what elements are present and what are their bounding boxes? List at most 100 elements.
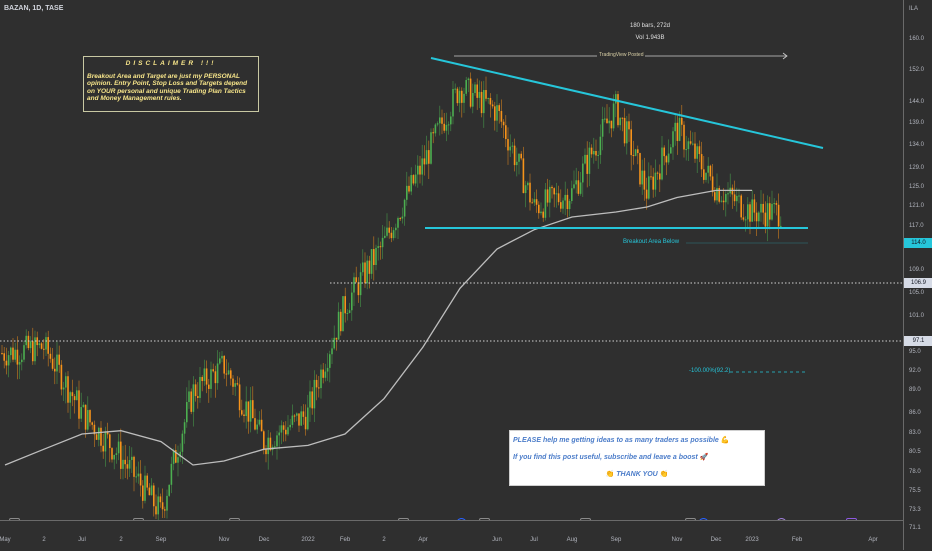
down-candle — [95, 434, 98, 440]
down-candle — [73, 396, 76, 401]
down-candle — [753, 199, 756, 213]
down-candle — [698, 146, 701, 155]
clap-icon: 👏 — [659, 471, 669, 478]
up-candle — [549, 186, 551, 203]
up-candle — [227, 370, 230, 375]
candlestick-chart[interactable] — [0, 0, 903, 520]
disclaimer-box[interactable]: DISCLAIMER !!! Breakout Area and Target … — [83, 56, 259, 112]
up-candle — [25, 335, 27, 346]
down-candle — [566, 194, 569, 210]
down-candle — [133, 456, 135, 477]
down-candle — [689, 141, 692, 144]
price-tick: 109.0 — [909, 267, 925, 273]
up-candle — [707, 165, 709, 173]
up-candle — [401, 216, 404, 219]
down-candle — [764, 212, 767, 227]
up-candle — [221, 355, 223, 359]
up-candle — [571, 188, 573, 202]
up-candle — [157, 496, 159, 515]
level-price-tag: 97.1 — [904, 336, 932, 346]
down-candle — [175, 450, 177, 463]
up-candle — [474, 84, 476, 93]
down-candle — [586, 154, 588, 174]
up-candle — [544, 189, 547, 218]
up-candle — [599, 136, 602, 155]
price-tick: 89.0 — [909, 387, 921, 393]
up-candle — [747, 204, 749, 220]
moving-average-line — [4, 189, 752, 466]
down-candle — [755, 212, 758, 222]
down-candle — [126, 464, 129, 469]
down-candle — [293, 415, 296, 417]
down-candle — [643, 170, 646, 190]
time-tick: Sep — [155, 537, 167, 543]
up-candle — [320, 369, 322, 389]
up-candle — [267, 437, 269, 455]
down-candle — [441, 117, 443, 124]
price-tick: 129.0 — [909, 165, 925, 171]
up-candle — [183, 422, 186, 434]
time-tick: Jun — [492, 537, 502, 543]
up-candle — [65, 376, 67, 388]
up-candle — [329, 354, 331, 368]
down-candle — [146, 475, 148, 488]
down-candle — [60, 364, 63, 390]
price-tick: 78.0 — [909, 469, 921, 475]
measure-tool-info: 180 bars, 272d Vol 1.943B — [560, 20, 740, 44]
promo-box[interactable]: PLEASE help me getting ideas to as many … — [509, 430, 765, 486]
down-candle — [560, 202, 562, 209]
down-candle — [40, 343, 43, 349]
up-candle — [518, 153, 520, 162]
time-tick: Sep — [610, 537, 622, 543]
time-axis[interactable]: May 2 Jul 2 Sep Nov Dec 2022 Feb 2 Apr Jun Jul Aug Sep… — [0, 520, 903, 551]
down-candle — [606, 118, 608, 124]
down-candle — [711, 176, 714, 193]
symbol-title[interactable]: BAZAN, 1D, TASE — [4, 5, 64, 12]
current-price-tag: 114.0 — [904, 238, 932, 248]
up-candle — [406, 185, 408, 200]
up-candle — [359, 272, 362, 296]
up-candle — [771, 203, 773, 220]
up-candle — [780, 225, 782, 227]
down-candle — [610, 120, 613, 129]
up-candle — [667, 153, 670, 163]
down-candle — [159, 496, 162, 503]
down-candle — [681, 117, 683, 125]
up-candle — [362, 262, 364, 273]
up-candle — [511, 145, 514, 147]
down-candle — [12, 347, 14, 360]
down-candle — [617, 94, 619, 126]
down-candle — [51, 358, 54, 369]
down-candle — [260, 419, 263, 432]
down-candle — [408, 185, 410, 192]
up-candle — [760, 203, 762, 213]
up-candle — [278, 432, 280, 436]
up-candle — [472, 92, 474, 107]
down-candle — [232, 378, 234, 387]
down-candle — [282, 425, 285, 430]
descending-trendline — [430, 57, 824, 149]
arrow-label: TradingView Posted — [597, 52, 646, 58]
up-candle — [331, 348, 333, 355]
price-tick: 105.0 — [909, 290, 925, 296]
price-axis[interactable]: ILA 160.0 152.0 144.0 139.0 134.0 129.0 125.0 1… — [903, 0, 932, 550]
up-candle — [333, 337, 335, 349]
up-candle — [117, 441, 120, 454]
down-candle — [247, 401, 250, 422]
down-candle — [652, 176, 654, 190]
down-candle — [109, 434, 111, 449]
up-candle — [34, 337, 36, 362]
up-candle — [56, 354, 58, 372]
time-tick: Jul — [78, 537, 86, 543]
up-candle — [38, 343, 41, 346]
down-candle — [91, 422, 93, 425]
up-candle — [150, 485, 153, 496]
up-candle — [555, 193, 558, 195]
up-candle — [104, 431, 107, 452]
up-candle — [463, 93, 465, 103]
price-tick: 95.0 — [909, 349, 921, 355]
chart-area[interactable]: BAZAN, 1D, TASE 180 bars, 272d Vol 1.943… — [0, 0, 903, 530]
up-candle — [661, 147, 663, 180]
up-candle — [313, 379, 316, 409]
up-candle — [478, 91, 481, 98]
